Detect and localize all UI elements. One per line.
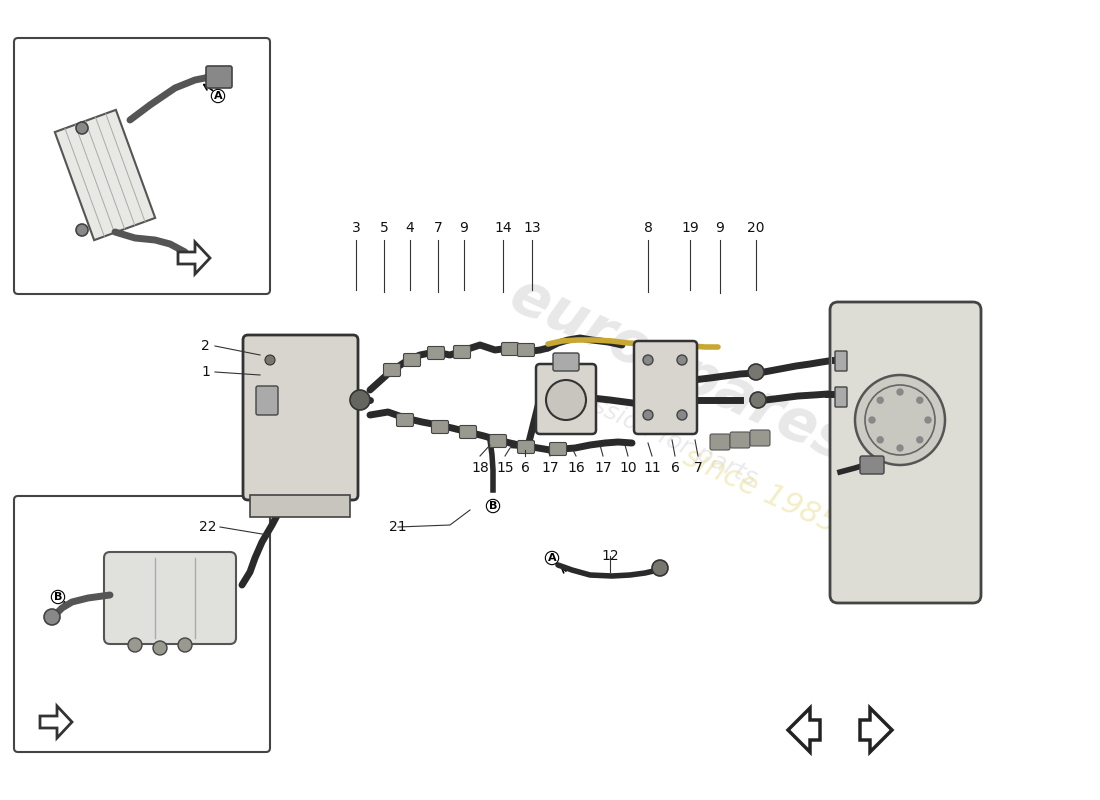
- Circle shape: [877, 398, 883, 403]
- Text: 15: 15: [496, 461, 514, 475]
- FancyBboxPatch shape: [860, 456, 884, 474]
- Text: 2: 2: [201, 339, 210, 353]
- FancyBboxPatch shape: [550, 442, 566, 455]
- FancyBboxPatch shape: [14, 496, 270, 752]
- Text: a passion for parts: a passion for parts: [539, 370, 761, 490]
- Text: 12: 12: [602, 549, 619, 563]
- FancyBboxPatch shape: [835, 387, 847, 407]
- Circle shape: [855, 375, 945, 465]
- Polygon shape: [788, 708, 820, 752]
- Text: 6: 6: [671, 461, 680, 475]
- Text: 14: 14: [494, 221, 512, 235]
- FancyBboxPatch shape: [730, 432, 750, 448]
- FancyBboxPatch shape: [428, 346, 444, 359]
- Circle shape: [869, 417, 874, 423]
- Text: B: B: [54, 592, 63, 602]
- Text: 1: 1: [201, 365, 210, 379]
- Text: 7: 7: [694, 461, 703, 475]
- FancyBboxPatch shape: [502, 342, 518, 355]
- FancyBboxPatch shape: [14, 38, 270, 294]
- FancyBboxPatch shape: [835, 351, 847, 371]
- FancyBboxPatch shape: [553, 353, 579, 371]
- Circle shape: [76, 122, 88, 134]
- FancyBboxPatch shape: [453, 346, 471, 358]
- FancyBboxPatch shape: [517, 441, 535, 454]
- Polygon shape: [40, 706, 72, 738]
- Circle shape: [916, 437, 923, 442]
- Text: B: B: [488, 501, 497, 511]
- Text: 13: 13: [524, 221, 541, 235]
- Circle shape: [748, 364, 764, 380]
- FancyBboxPatch shape: [256, 386, 278, 415]
- Circle shape: [896, 445, 903, 451]
- Circle shape: [644, 355, 653, 365]
- Text: 9: 9: [716, 221, 725, 235]
- Circle shape: [153, 641, 167, 655]
- Text: 9: 9: [460, 221, 469, 235]
- Text: 8: 8: [644, 221, 652, 235]
- Polygon shape: [860, 708, 892, 752]
- Circle shape: [546, 380, 586, 420]
- Text: eurospares: eurospares: [500, 266, 859, 474]
- Polygon shape: [55, 110, 155, 240]
- Circle shape: [676, 410, 688, 420]
- Text: 17: 17: [541, 461, 559, 475]
- Text: 19: 19: [681, 221, 698, 235]
- FancyBboxPatch shape: [490, 434, 506, 447]
- Text: 18: 18: [471, 461, 488, 475]
- Circle shape: [865, 385, 935, 455]
- FancyBboxPatch shape: [634, 341, 697, 434]
- FancyBboxPatch shape: [384, 363, 400, 377]
- Circle shape: [925, 417, 931, 423]
- Text: 16: 16: [568, 461, 585, 475]
- Text: 17: 17: [594, 461, 612, 475]
- Circle shape: [76, 224, 88, 236]
- Text: 6: 6: [520, 461, 529, 475]
- FancyBboxPatch shape: [404, 354, 420, 366]
- Circle shape: [877, 437, 883, 442]
- Circle shape: [265, 355, 275, 365]
- Text: since 1985: since 1985: [679, 442, 842, 538]
- Circle shape: [178, 638, 192, 652]
- FancyBboxPatch shape: [104, 552, 236, 644]
- Text: 11: 11: [644, 461, 661, 475]
- Polygon shape: [178, 242, 210, 274]
- Circle shape: [916, 398, 923, 403]
- FancyBboxPatch shape: [250, 495, 350, 517]
- Text: 22: 22: [199, 520, 217, 534]
- Circle shape: [644, 410, 653, 420]
- Text: 4: 4: [406, 221, 415, 235]
- Circle shape: [350, 390, 370, 410]
- FancyBboxPatch shape: [536, 364, 596, 434]
- Circle shape: [896, 389, 903, 395]
- FancyBboxPatch shape: [460, 426, 476, 438]
- Text: A: A: [548, 553, 557, 563]
- FancyBboxPatch shape: [830, 302, 981, 603]
- FancyBboxPatch shape: [396, 414, 414, 426]
- Circle shape: [750, 392, 766, 408]
- Text: 3: 3: [352, 221, 361, 235]
- FancyBboxPatch shape: [206, 66, 232, 88]
- Text: 7: 7: [433, 221, 442, 235]
- Text: 5: 5: [379, 221, 388, 235]
- Circle shape: [676, 355, 688, 365]
- FancyBboxPatch shape: [431, 421, 449, 434]
- Text: 21: 21: [389, 520, 407, 534]
- Circle shape: [44, 609, 60, 625]
- Text: 10: 10: [619, 461, 637, 475]
- FancyBboxPatch shape: [517, 343, 535, 357]
- Circle shape: [128, 638, 142, 652]
- Text: 20: 20: [747, 221, 764, 235]
- Circle shape: [652, 560, 668, 576]
- FancyBboxPatch shape: [750, 430, 770, 446]
- FancyBboxPatch shape: [243, 335, 358, 500]
- FancyBboxPatch shape: [710, 434, 730, 450]
- Text: A: A: [213, 91, 222, 101]
